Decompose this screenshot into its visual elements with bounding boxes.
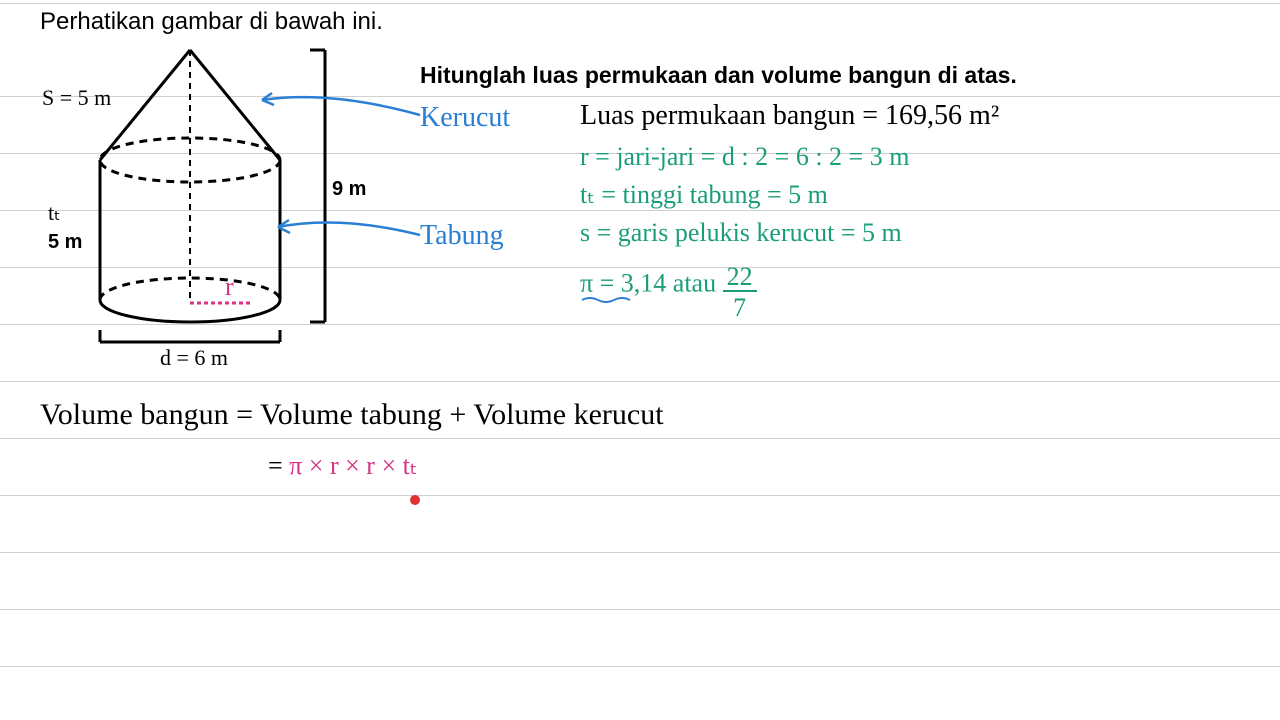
diameter-label: d = 6 m bbox=[160, 345, 228, 370]
pi-value: π = 3,14 atau 227 bbox=[580, 256, 757, 315]
cylinder-height: tₜ = tinggi tabung = 5 m bbox=[580, 180, 828, 210]
arrow-kerucut bbox=[250, 60, 430, 140]
tabung-annotation: Tabung bbox=[420, 220, 504, 252]
volume-formula-line: = π × r × r × tₜ bbox=[268, 448, 418, 482]
pi-fraction: 227 bbox=[723, 264, 757, 323]
arrow-tabung bbox=[270, 195, 430, 255]
volume-equation: Volume bangun = Volume tabung + Volume k… bbox=[40, 398, 664, 432]
radius-calculation: r = jari-jari = d : 2 = 6 : 2 = 3 m bbox=[580, 142, 909, 172]
kerucut-annotation: Kerucut bbox=[420, 102, 510, 134]
surface-area-result: Luas permukaan bangun = 169,56 m² bbox=[580, 100, 999, 132]
cursor-dot bbox=[410, 495, 420, 505]
question-text: Hitunglah luas permukaan dan volume bang… bbox=[420, 62, 1017, 89]
pi-underline bbox=[580, 296, 640, 304]
cylinder-volume-formula: π × r × r × tₜ bbox=[289, 451, 417, 480]
pi-text: π = 3,14 atau bbox=[580, 269, 723, 298]
radius-label: r bbox=[225, 272, 234, 301]
tt-symbol: tₜ bbox=[48, 200, 61, 225]
slant-label: S = 5 m bbox=[42, 85, 111, 110]
equals-sign: = bbox=[268, 451, 289, 480]
tt-value: 5 m bbox=[48, 231, 82, 253]
slant-height: s = garis pelukis kerucut = 5 m bbox=[580, 218, 902, 248]
